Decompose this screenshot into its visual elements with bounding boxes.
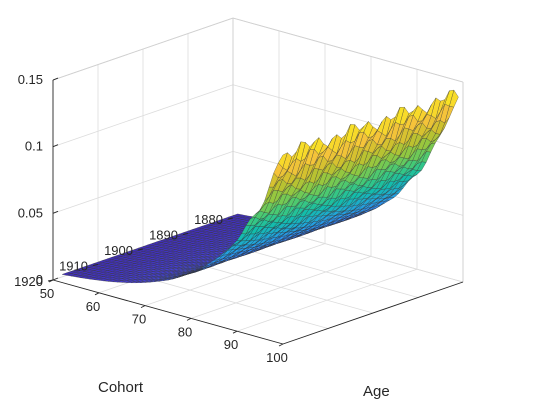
axis-lines [52,80,464,345]
x-tick-label: 60 [86,299,100,314]
y-tick-label: 1920 [14,274,43,289]
x-tick-label: 80 [178,324,192,339]
box-edge [232,17,464,83]
z-tick-label: 0.15 [18,72,43,87]
y-tick-mark [47,279,54,282]
grid-line [52,84,234,148]
surface-patch [278,152,288,169]
x-tick-label: 100 [266,350,288,365]
y-tick-mark [137,248,144,251]
y-tick-label: 1910 [59,259,88,274]
grid-line [52,150,234,214]
x-tick-mark [140,305,146,309]
x-tick-mark [186,317,192,321]
tick-labels: 0 0.05 0.1 0.15 50 60 70 80 90 100 1880 1890 1900 191… [14,72,288,365]
z-tick-label: 0.1 [25,139,43,154]
z-tick-mark [52,210,59,214]
z-tick-mark [52,144,59,148]
x-axis-label: Age [363,383,390,400]
x-tick-label: 70 [132,312,146,327]
y-axis-label: Cohort [98,379,144,396]
x-tick-label: 50 [40,286,54,301]
y-axis-line [282,281,464,345]
y-tick-label: 1890 [149,228,178,243]
y-tick-mark [92,264,99,266]
x-tick-label: 90 [224,337,238,352]
z-tick-label: 0.05 [18,205,43,220]
surface-plot [61,89,459,283]
z-tick-mark [52,77,59,81]
x-tick-mark [232,330,238,334]
y-tick-mark [182,233,189,235]
y-tick-mark [227,217,234,220]
y-tick-label: 1880 [194,212,223,227]
x-axis-line [52,279,284,345]
z-tick-mark [52,277,59,281]
x-tick-mark [278,343,284,347]
z-tick-label: 0 [36,272,43,287]
x-tick-mark [94,292,100,296]
y-tick-label: 1900 [104,243,133,258]
box-edge [52,17,234,81]
